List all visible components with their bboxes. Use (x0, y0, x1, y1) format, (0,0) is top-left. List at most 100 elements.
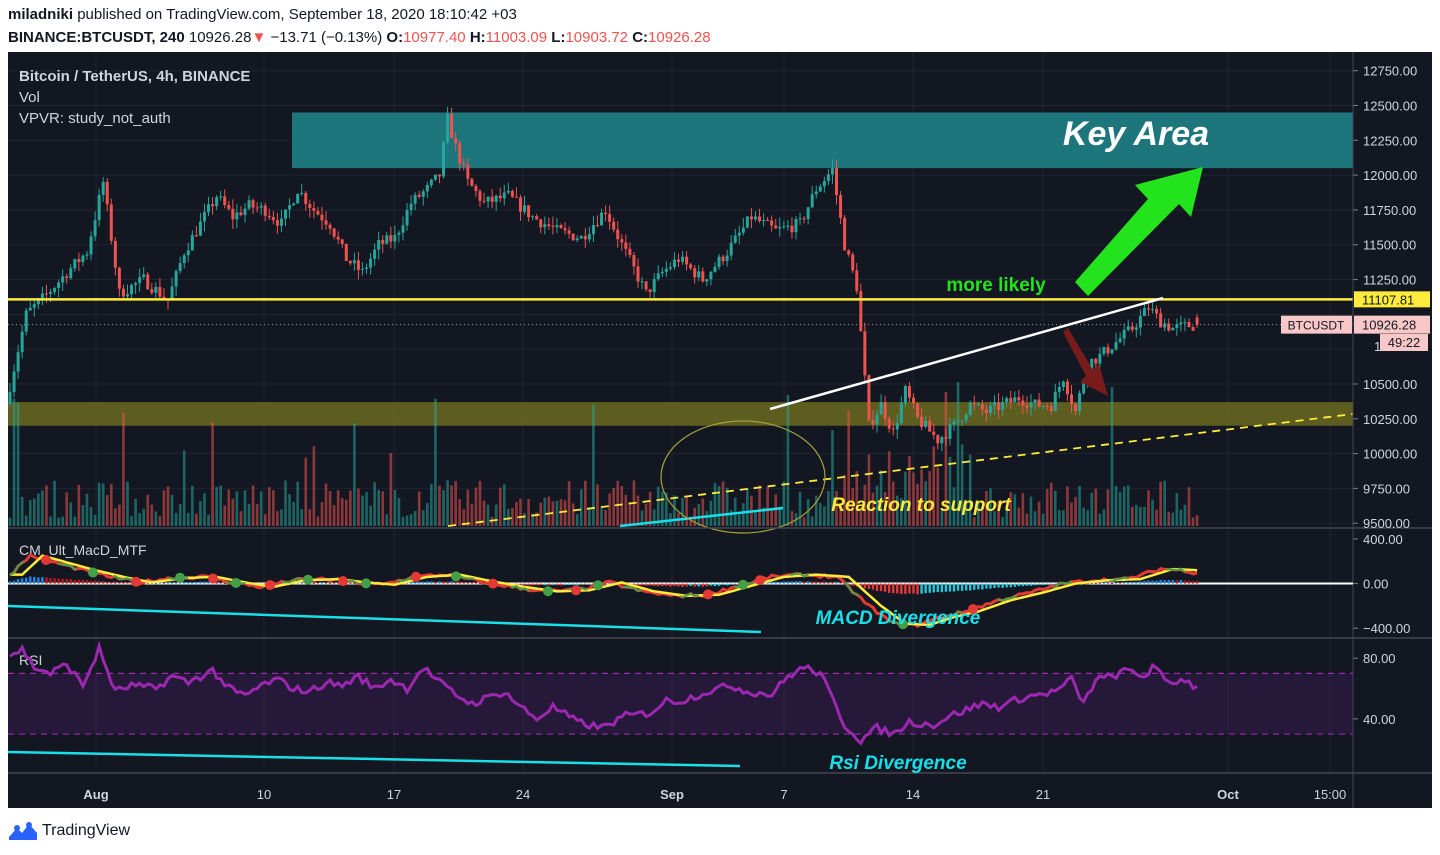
volume-bar (588, 508, 591, 526)
macd-bar (106, 581, 109, 584)
candle-body (211, 204, 215, 207)
candle-body (40, 293, 44, 299)
macd-bar (1135, 582, 1138, 584)
candle-body (539, 219, 543, 228)
macd-bar (944, 583, 948, 592)
candle-body (239, 212, 243, 216)
volume-bar (101, 483, 105, 526)
legend-volume[interactable]: Vol (19, 89, 40, 106)
high-label: H: (469, 29, 486, 46)
candle-body (498, 195, 502, 199)
volume-bar (924, 481, 927, 526)
divergence-line-price (619, 506, 784, 528)
candle-body (774, 225, 778, 229)
candle-body (413, 194, 417, 204)
macd-bar (563, 583, 567, 586)
volume-bar (511, 507, 514, 526)
macd-bar (705, 583, 709, 587)
macd-bar (1094, 582, 1098, 584)
tradingview-logo-icon[interactable] (8, 821, 38, 841)
macd-bar (977, 583, 980, 590)
candle-body (85, 254, 89, 256)
volume-bar (1151, 499, 1154, 526)
candle-body (814, 191, 818, 195)
macd-bar (559, 583, 563, 586)
candle-body (766, 219, 770, 221)
volume-bar (920, 469, 923, 526)
candle-body (1033, 399, 1037, 403)
countdown-badge (1380, 334, 1428, 351)
candle-body (44, 293, 48, 295)
volume-bar (308, 509, 312, 526)
candle-body (717, 256, 721, 267)
macd-bar (183, 582, 186, 584)
volume-bar (612, 488, 615, 526)
volume-bar (644, 503, 648, 526)
macd-bar (49, 578, 52, 584)
time-tick-label: 17 (387, 787, 401, 802)
volume-bar (620, 486, 624, 526)
macd-cross-dot (208, 573, 218, 584)
macd-bar (1090, 582, 1093, 584)
volume-bar (786, 394, 790, 526)
volume-bar (985, 491, 988, 526)
candle-body (28, 307, 32, 311)
candle-body (952, 421, 956, 425)
volume-bar (247, 503, 251, 526)
candle-body (620, 239, 624, 243)
legend-title[interactable]: Bitcoin / TetherUS, 4h, BINANCE (19, 68, 251, 85)
candle-body (502, 192, 506, 199)
macd-bar (774, 581, 777, 584)
macd-bar (673, 583, 676, 587)
macd-bar (405, 582, 409, 584)
volume-bar (855, 471, 859, 526)
macd-bar (892, 583, 895, 594)
resistance-price-label: 11107.81 (1362, 292, 1414, 307)
volume-bar (1074, 496, 1077, 526)
volume-bar (1025, 513, 1029, 526)
legend-vpvr[interactable]: VPVR: study_not_auth (19, 110, 171, 127)
candle-body (69, 268, 73, 279)
volume-bar (709, 500, 713, 526)
candle-body (300, 192, 304, 194)
candle-body (891, 428, 895, 430)
time-tick-label: 7 (780, 787, 787, 802)
macd-bar (85, 580, 89, 584)
macd-bar (219, 582, 222, 584)
candle-body (134, 283, 138, 285)
macd-bar (1009, 583, 1012, 588)
arrow-up-icon (1075, 167, 1203, 296)
author-name[interactable]: miladniki (8, 6, 74, 23)
volume-bar (361, 495, 364, 526)
candle-body (73, 259, 77, 269)
volume-bar (535, 512, 538, 526)
volume-bar (20, 496, 24, 526)
candle-body (1167, 323, 1171, 331)
macd-bar (187, 582, 190, 584)
high-value: 11003.09 (485, 29, 548, 46)
brand-name[interactable]: TradingView (42, 822, 131, 839)
macd-bar (782, 581, 786, 584)
volume-bar (555, 500, 559, 526)
candle-body (1183, 322, 1187, 324)
last-price-badge (1354, 315, 1430, 334)
volume-bar (150, 504, 154, 526)
chart-area[interactable]: Key Area more likely Reaction to support CM… (8, 52, 1432, 808)
macd-bar (851, 583, 854, 586)
candle-body (656, 273, 660, 280)
candle-body (215, 197, 219, 207)
chart-canvas[interactable]: Key Area more likely Reaction to support CM… (8, 52, 1432, 808)
volume-bar (182, 450, 186, 526)
volume-bar (365, 491, 368, 526)
volume-bar (191, 485, 194, 526)
macd-cross-dot (968, 604, 978, 615)
macd-bar (478, 583, 482, 585)
volume-bar (604, 509, 607, 526)
volume-bar (701, 498, 705, 526)
macd-bar (1110, 582, 1114, 584)
macd-bar (981, 583, 984, 590)
macd-bar (887, 583, 891, 593)
macd-cross-dot (175, 572, 185, 583)
volume-bar (1187, 487, 1191, 526)
candle-body (1159, 313, 1163, 328)
